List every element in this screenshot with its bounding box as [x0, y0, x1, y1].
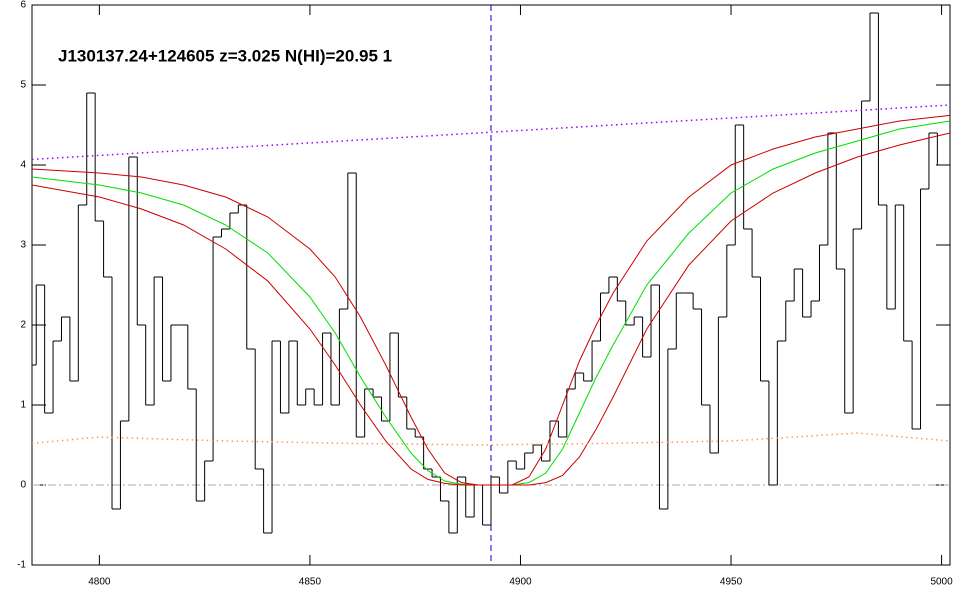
step-connector: [35, 13, 938, 533]
x-tick-label: 4950: [720, 577, 743, 588]
x-tick-label: 4850: [299, 577, 322, 588]
x-tick-label: 4900: [509, 577, 532, 588]
y-tick-label: 6: [20, 0, 26, 11]
y-tick-label: 1: [20, 400, 26, 411]
y-tick-label: 0: [20, 480, 26, 491]
y-tick-label: 4: [20, 160, 26, 171]
chart-title: J130137.24+124605 z=3.025 N(HI)=20.95 1: [58, 46, 392, 65]
x-tick-label: 4800: [88, 577, 111, 588]
y-tick-label: 5: [20, 80, 26, 91]
y-tick-label: 2: [20, 320, 26, 331]
dotted-line: [31, 104, 951, 161]
y-tick-label: 3: [20, 240, 26, 251]
y-tick-label: -1: [17, 560, 26, 571]
model-line: [31, 132, 951, 486]
x-tick-label: 5000: [930, 577, 953, 588]
